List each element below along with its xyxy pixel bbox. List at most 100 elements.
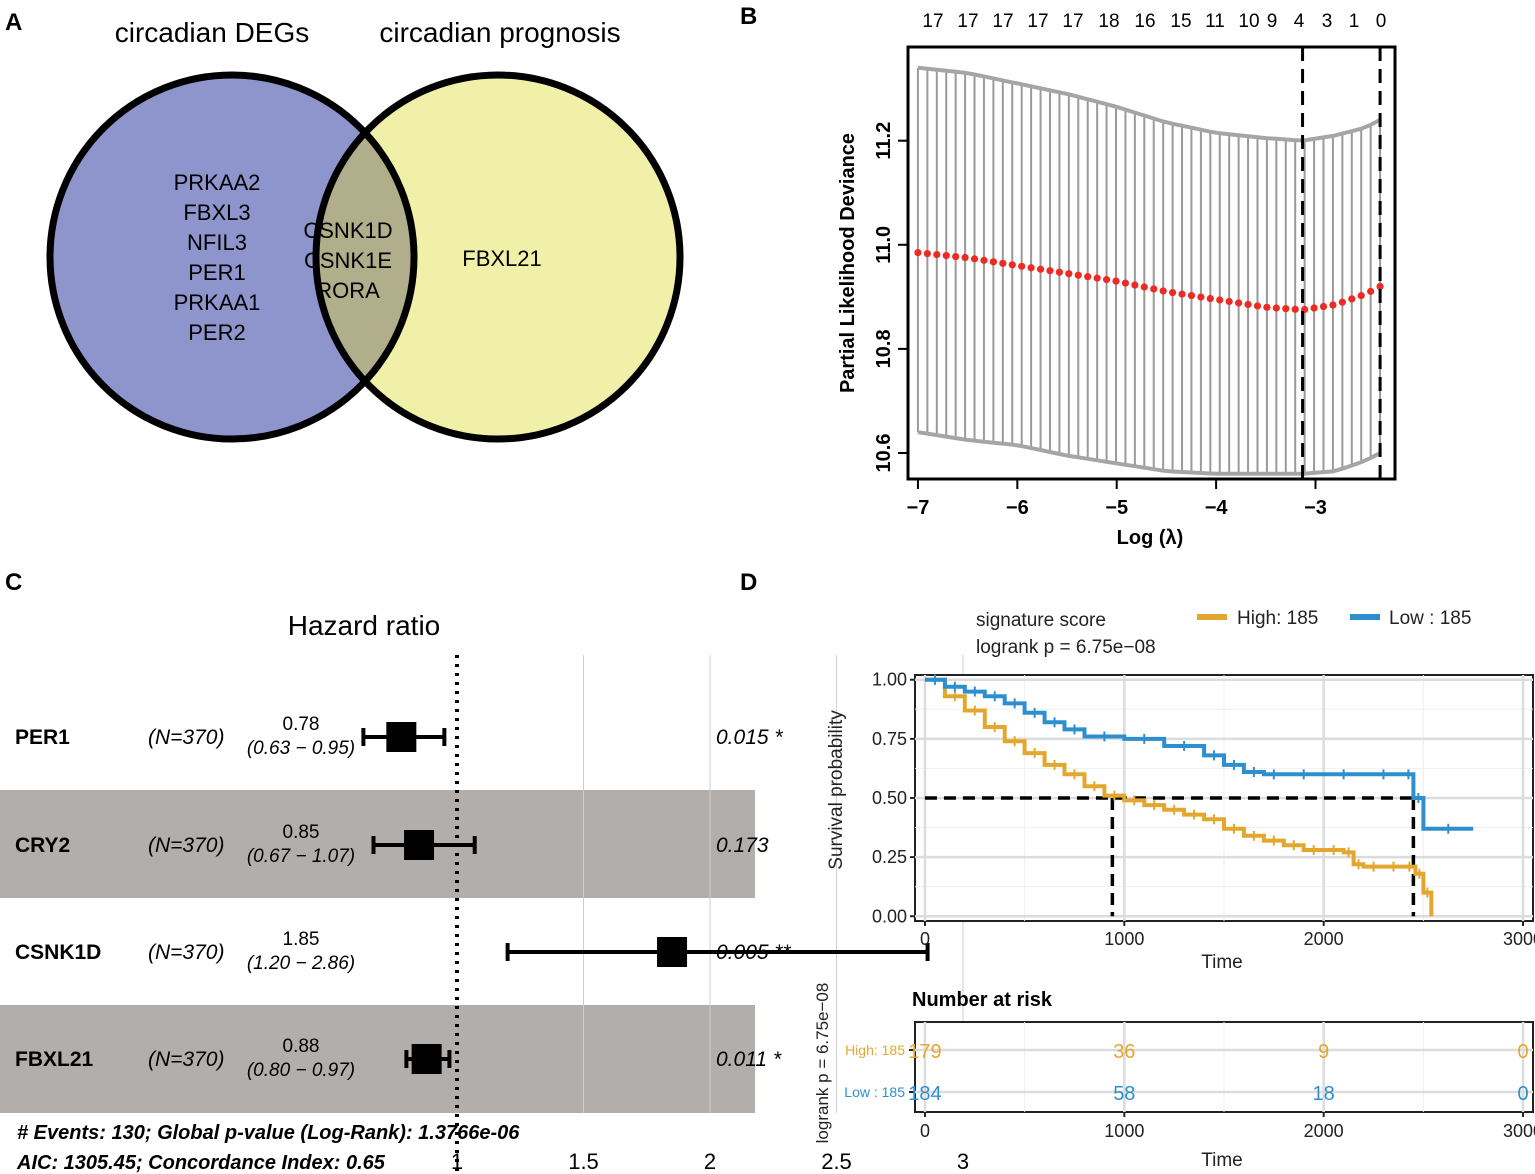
risk-count: 0 [1517,1041,1528,1063]
cv-mean-point [999,259,1007,267]
venn-left-item: PER2 [188,320,245,345]
cv-mean-point [1074,271,1082,279]
panel-d: D signature score logrank p = 6.75e−08 H… [740,569,1535,1171]
cv-mean-point [933,250,941,259]
cv-mean-point [961,253,969,262]
cv-mean-point [1018,262,1026,270]
forest-hr-value: 1.85 [283,929,320,950]
cv-mean-point [1046,267,1054,275]
cv-mean-point [980,256,988,264]
lasso-x-axis: −7 −6 −5 −4 −3 [907,480,1327,519]
forest-gene-label: FBXL21 [15,1048,94,1071]
venn-left-item: PRKAA1 [174,290,261,315]
forest-p-value: 0.173 [716,834,769,857]
forest-axis-tick: 2 [704,1149,716,1174]
top-tick-label: 17 [957,11,978,32]
forest-hr-value: 0.78 [283,714,320,735]
venn-left-item: NFIL3 [187,230,247,255]
cv-mean-point [1253,302,1262,310]
venn-left-item: PRKAA2 [174,170,261,195]
cv-mean-point [1282,305,1290,313]
forest-footer-2: AIC: 1305.45; Concordance Index: 0.65 [16,1152,386,1174]
cv-mean-point [970,255,979,263]
forest-p-value: 0.005 ** [716,941,792,964]
risk-x-label: Time [1201,1150,1243,1171]
cv-mean-point [1329,301,1337,309]
km-y-label: Survival probability [826,710,847,870]
cv-mean-point [1008,261,1016,269]
top-tick-label: 1 [1349,11,1360,32]
forest-axis-tick: 3 [957,1149,969,1174]
lasso-y-label: Partial Likelihood Deviance [837,133,859,393]
risk-row-label: High: 185 [845,1042,905,1058]
forest-p-value: 0.011 * [716,1048,782,1071]
top-tick-label: 10 [1238,11,1259,32]
venn-left-outline [46,71,418,443]
cv-mean-point [1131,281,1139,289]
cv-mean-point [942,251,950,260]
lasso-x-label: Log (λ) [1117,527,1184,549]
cv-mean-point [914,248,922,257]
km-x-tick-label: 2000 [1304,929,1344,949]
cv-mean-point [1027,264,1035,272]
panel-b: B 17 17 17 17 17 18 16 15 11 10 9 4 3 1 0 −7 −6 −5 −4 −3 1… [740,3,1397,549]
risk-x-tick-label: 1000 [1104,1121,1144,1141]
x-tick-label: −7 [907,497,930,519]
risk-count: 184 [908,1083,941,1105]
panel-c-label: C [5,569,22,596]
cv-mean-point [1367,287,1375,295]
lasso-plot-frame [906,45,1397,481]
cv-mean-point [1338,298,1346,306]
risk-row-label: Low : 185 [844,1084,905,1100]
km-legend-title: signature score [976,610,1106,631]
cv-mean-point [1159,287,1167,295]
forest-hr-marker [411,1044,442,1074]
cv-mean-point [1093,274,1101,282]
forest-axis: 1 1.5 2 2.5 3 [451,1149,969,1174]
km-y-tick-label: 0.00 [872,906,907,926]
forest-n-label: (N=370) [148,941,224,964]
forest-hr-marker [404,830,435,860]
km-legend-high-swatch [1197,614,1227,620]
risk-table: High: 185 179 36 9 0 Low : 185 184 58 18 0 0 1000 20… [844,1021,1535,1141]
venn-overlap-item: CSNK1D [303,218,392,243]
cv-mean-point [1263,303,1271,311]
forest-gene-label: CRY2 [15,834,70,857]
km-y-tick-label: 0.25 [872,847,907,867]
panel-b-label: B [740,3,757,30]
forest-n-label: (N=370) [148,726,224,749]
forest-row-band [0,1005,755,1113]
forest-hr-value: 0.88 [283,1036,320,1057]
y-tick-label: 11.2 [873,122,895,160]
cv-mean-point [1178,290,1186,298]
forest-hr-marker [386,722,417,752]
venn-right-outline [312,71,684,443]
km-pvalue: logrank p = 6.75e−08 [976,637,1156,658]
km-x-label: Time [1201,952,1243,973]
x-tick-label: −5 [1105,497,1128,519]
km-x-tick-label: 1000 [1104,929,1144,949]
risk-x-tick-label: 0 [920,1121,930,1141]
lasso-plot-area [914,47,1384,479]
km-legend-high: High: 185 [1237,608,1318,629]
cv-mean-point [1065,270,1073,278]
panel-d-label: D [740,569,757,596]
top-tick-label: 17 [992,11,1013,32]
venn-right-item: FBXL21 [462,246,542,271]
venn-right-circle [316,75,680,439]
km-y-tick-label: 0.75 [872,729,907,749]
risk-count: 0 [1517,1083,1528,1105]
top-tick-label: 17 [1027,11,1048,32]
forest-footer-1: # Events: 130; Global p-value (Log-Rank)… [17,1122,520,1144]
forest-axis-tick: 1 [451,1149,463,1174]
km-y-tick-label: 0.50 [872,788,907,808]
cv-mean-point [1319,302,1328,311]
panel-a: A circadian DEGs circadian prognosis PRK… [5,9,684,443]
risk-count: 179 [908,1041,941,1063]
cv-mean-point [1197,293,1205,301]
forest-rows: PER1 (N=370) 0.78 (0.63 − 0.95) 0.015 * CRY2 (… [0,655,964,1172]
forest-ci-text: (0.80 − 0.97) [247,1060,355,1081]
cv-mean-point [1150,285,1158,293]
